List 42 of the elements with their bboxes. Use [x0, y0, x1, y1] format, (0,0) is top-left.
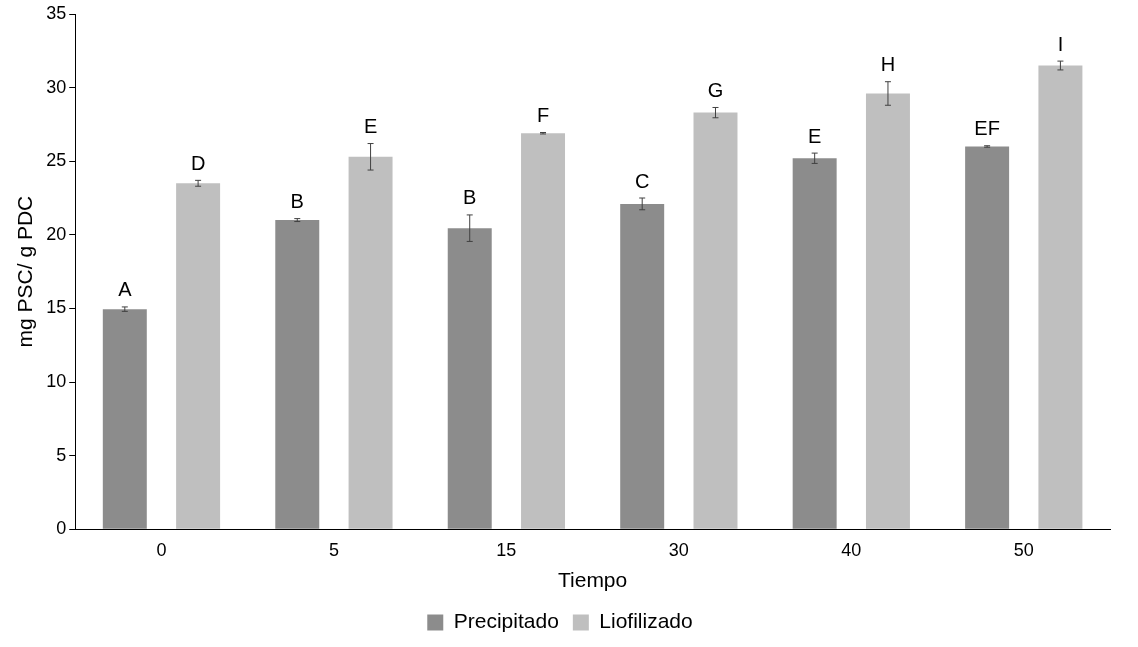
- y-tick-label: 20: [46, 223, 67, 244]
- bar: [792, 158, 837, 529]
- bar: [965, 146, 1010, 529]
- x-tick-label: 40: [841, 539, 862, 560]
- y-tick-label: 30: [46, 76, 67, 97]
- y-axis-title: mg PSC/ g PDC: [13, 195, 37, 348]
- x-tick-label: 30: [668, 539, 689, 560]
- data-label: EF: [974, 117, 1000, 140]
- x-tick-label: 0: [156, 539, 167, 560]
- bar: [348, 156, 393, 529]
- y-tick-label: 25: [46, 150, 67, 171]
- x-tick-label: 5: [328, 539, 339, 560]
- x-axis-title: Tiempo: [557, 568, 628, 592]
- bar: [447, 228, 492, 529]
- bar: [102, 309, 147, 529]
- bar: [176, 183, 221, 529]
- data-label: A: [118, 278, 133, 301]
- data-label: E: [807, 124, 822, 147]
- data-label: E: [363, 115, 378, 138]
- x-tick-label: 50: [1013, 539, 1034, 560]
- data-label: I: [1057, 32, 1064, 55]
- legend-label: Precipitado: [453, 609, 559, 633]
- y-tick-label: 5: [56, 444, 67, 465]
- y-tick-label: 0: [56, 518, 67, 539]
- data-label: B: [290, 190, 304, 213]
- bar: [1038, 65, 1083, 529]
- data-label: H: [880, 53, 896, 76]
- x-tick-label: 15: [496, 539, 517, 560]
- data-label: C: [634, 169, 650, 192]
- y-tick-label: 10: [46, 370, 67, 391]
- bar: [521, 133, 566, 529]
- data-label: F: [536, 104, 550, 127]
- y-tick-label: 15: [46, 297, 67, 318]
- data-label: G: [707, 78, 724, 101]
- bar: [693, 112, 738, 529]
- data-label: B: [463, 186, 477, 209]
- y-tick-label: 35: [46, 2, 67, 23]
- bar: [865, 93, 910, 529]
- legend-label: Liofilizado: [599, 609, 693, 633]
- bar: [275, 220, 320, 529]
- data-label: D: [190, 151, 206, 174]
- bar: [620, 203, 665, 529]
